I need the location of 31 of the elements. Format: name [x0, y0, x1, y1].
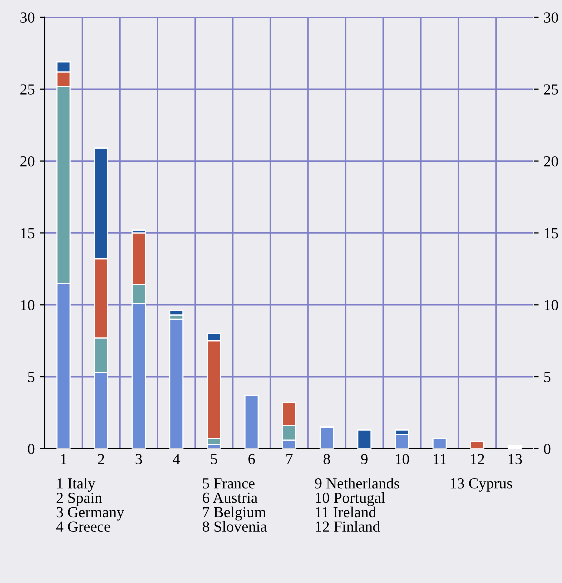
x-tick-label: 3	[136, 454, 142, 465]
x-tick-label: 4	[173, 454, 180, 464]
y-tick-label: 25	[20, 84, 35, 95]
y-tick-label: 20	[20, 156, 35, 167]
x-tick-label: 5	[211, 454, 218, 465]
y2-tick-label: 20	[544, 156, 558, 167]
y2-tick-label: 30	[544, 12, 558, 23]
y2-tick-label: 10	[544, 300, 558, 311]
y-tick-label: 5	[28, 372, 35, 382]
y2-tick-label: 5	[544, 372, 551, 382]
x-tick-label: 6	[248, 454, 256, 465]
y-tick-label: 15	[21, 228, 35, 239]
text: 13 Cyprus	[450, 478, 512, 492]
y-tick-label: 0	[28, 444, 35, 454]
y-tick-label: 10	[21, 300, 35, 311]
x-tick-label: 7	[286, 454, 293, 464]
y2-tick-label: 0	[544, 444, 551, 454]
x-tick-label: 10	[396, 454, 410, 465]
text: 5 France 6 Austria 7 Belgium 8 Slovenia	[202, 478, 268, 532]
x-tick-label: 9	[361, 454, 368, 465]
text: 1 Italy 2 Spain 3 Germany 4 Greece	[56, 478, 124, 532]
x-tick-label: 11	[434, 454, 446, 464]
y-tick-label: 30	[20, 12, 35, 23]
y2-tick-label: 25	[544, 84, 558, 95]
x-tick-label: 2	[98, 454, 104, 464]
x-tick-label: 13	[508, 454, 522, 465]
x-tick-label: 12	[471, 454, 484, 464]
x-tick-label: 1	[61, 454, 67, 464]
y2-tick-label: 15	[544, 228, 558, 239]
x-tick-label: 8	[324, 454, 330, 465]
text: 9 Netherlands 10 Portugal 11 Ireland 12 Finland	[315, 478, 400, 532]
